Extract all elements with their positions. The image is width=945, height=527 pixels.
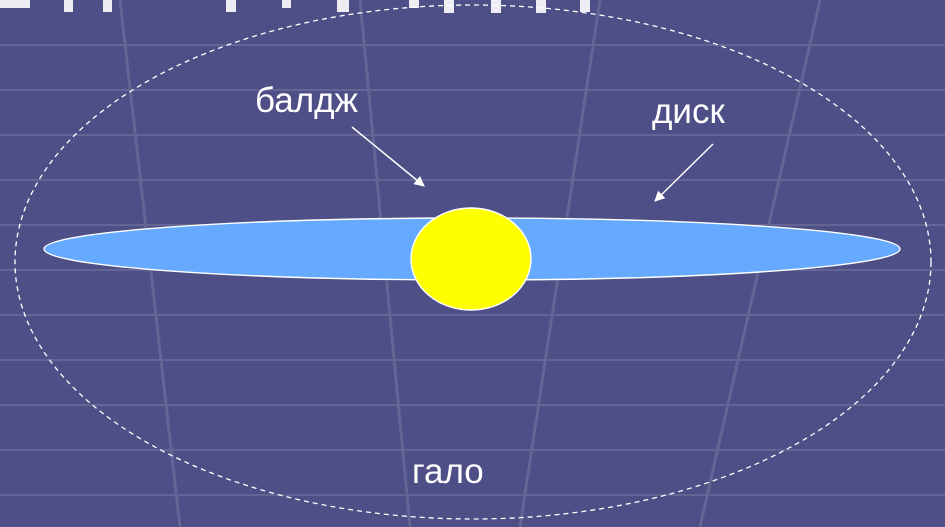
halo-label: гало — [412, 452, 484, 491]
bulge-label: балдж — [255, 81, 358, 120]
disk-label: диск — [652, 92, 725, 131]
cropped-title-remnants — [0, 0, 590, 13]
halo-ellipse — [14, 4, 932, 520]
disk-arrow — [654, 143, 714, 202]
bulge-arrow — [351, 126, 425, 187]
bulge-circle — [410, 207, 532, 311]
